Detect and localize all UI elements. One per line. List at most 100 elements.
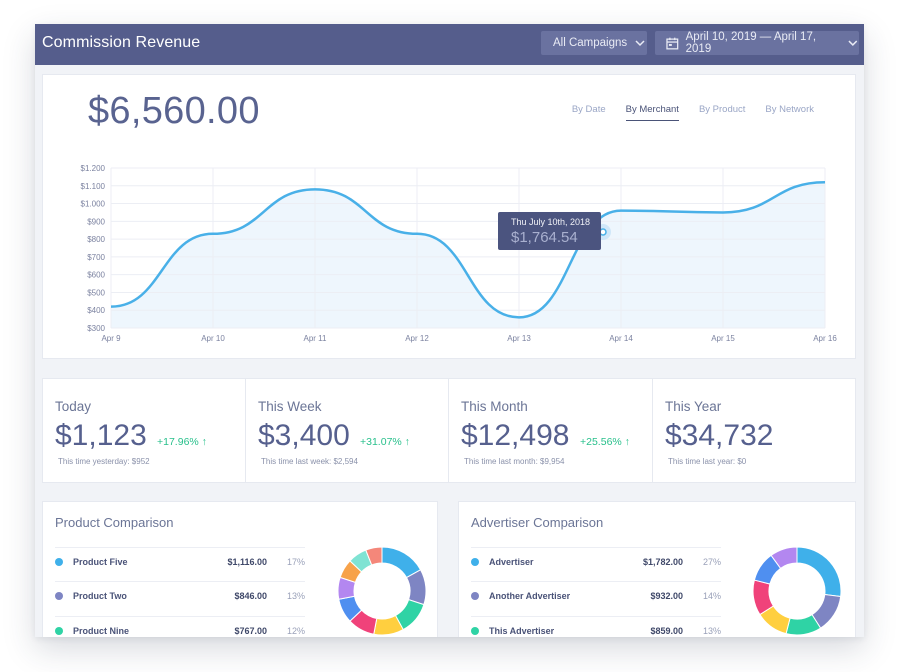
- tab-by-date[interactable]: By Date: [571, 104, 606, 115]
- item-amount: $1,782.00: [642, 557, 683, 567]
- stat-value: $3,400: [258, 419, 350, 452]
- stat-comparison: This time yesterday: $952: [58, 457, 150, 466]
- total-revenue: $6,560.00: [88, 90, 260, 132]
- stat-label: This Week: [258, 399, 322, 414]
- stat-label: Today: [55, 399, 92, 414]
- legend-dot: [471, 627, 479, 635]
- product-donut-chart: [337, 546, 427, 636]
- stat-this-month: This Month $12,498 +25.56% ↑ This time l…: [449, 379, 653, 482]
- stat-comparison: This time last month: $9,954: [464, 457, 565, 466]
- tab-by-product[interactable]: By Product: [698, 104, 746, 115]
- stat-label: This Month: [461, 399, 528, 414]
- stats-row: Today $1,123 +17.96% ↑ This time yesterd…: [42, 378, 856, 483]
- tooltip-date: Thu July 10th, 2018: [511, 217, 591, 227]
- item-name: Another Advertiser: [489, 591, 571, 601]
- advertiser-list: Advertiser $1,782.00 27% Another Adverti…: [471, 547, 721, 637]
- y-tick-label: $900: [87, 217, 105, 226]
- legend-dot: [55, 558, 63, 566]
- stat-label: This Year: [665, 399, 722, 414]
- y-tick-label: $700: [87, 253, 105, 262]
- x-tick-label: Apr 15: [711, 334, 735, 343]
- stat-change: +17.96% ↑: [157, 436, 207, 448]
- item-amount: $859.00: [650, 626, 683, 636]
- stat-change: +31.07% ↑: [360, 436, 410, 448]
- stat-comparison: This time last year: $0: [668, 457, 747, 466]
- item-percent: 14%: [702, 591, 721, 601]
- stat-value: $12,498: [461, 419, 570, 452]
- commission-revenue-app: Commission Revenue All Campaigns April 1…: [35, 24, 864, 637]
- x-tick-label: Apr 14: [609, 334, 633, 343]
- y-tick-label: $800: [87, 235, 105, 244]
- stat-value: $34,732: [665, 419, 774, 452]
- y-tick-label: $300: [87, 324, 105, 333]
- legend-dot: [471, 558, 479, 566]
- campaigns-dropdown-label: All Campaigns: [553, 37, 628, 49]
- item-amount: $1,116.00: [227, 557, 267, 567]
- item-name: Product Nine: [73, 626, 130, 636]
- item-name: Product Two: [73, 591, 127, 601]
- list-item[interactable]: Product Nine $767.00 12%: [55, 617, 305, 637]
- series-area: [111, 182, 825, 328]
- list-item[interactable]: Advertiser $1,782.00 27%: [471, 547, 721, 582]
- product-comparison-title: Product Comparison: [55, 515, 174, 530]
- tooltip-value: $1,764.54: [511, 229, 578, 246]
- revenue-chart-card: $6,560.00 By Date By Merchant By Product…: [42, 74, 856, 359]
- y-tick-label: $400: [87, 306, 105, 315]
- tab-by-network[interactable]: By Network: [765, 104, 814, 115]
- item-amount: $846.00: [234, 591, 267, 601]
- x-tick-label: Apr 11: [304, 334, 328, 343]
- stat-today: Today $1,123 +17.96% ↑ This time yesterd…: [43, 379, 246, 482]
- page-title: Commission Revenue: [42, 34, 201, 51]
- list-item[interactable]: Another Advertiser $932.00 14%: [471, 582, 721, 617]
- chevron-down-icon: [635, 40, 645, 47]
- stat-value: $1,123: [55, 419, 147, 452]
- x-tick-label: Apr 13: [507, 334, 531, 343]
- date-range-picker[interactable]: April 10, 2019 — April 17, 2019: [655, 31, 859, 55]
- legend-dot: [55, 592, 63, 600]
- item-amount: $932.00: [650, 591, 683, 601]
- stat-change: +25.56% ↑: [580, 436, 630, 448]
- campaigns-dropdown[interactable]: All Campaigns: [541, 31, 647, 55]
- stat-this-year: This Year $34,732 This time last year: $…: [653, 379, 855, 482]
- advertiser-comparison-title: Advertiser Comparison: [471, 515, 604, 530]
- x-tick-label: Apr 12: [405, 334, 429, 343]
- tab-by-merchant[interactable]: By Merchant: [625, 104, 679, 121]
- top-bar: Commission Revenue All Campaigns April 1…: [35, 24, 864, 65]
- product-list: Product Five $1,116.00 17% Product Two $…: [55, 547, 305, 637]
- chart-tooltip: Thu July 10th, 2018 $1,764.54: [498, 212, 601, 250]
- y-tick-label: $1.000: [81, 200, 106, 209]
- item-name: This Advertiser: [489, 626, 555, 636]
- product-comparison-card: Product Comparison Product Five $1,116.0…: [42, 501, 438, 637]
- item-percent: 12%: [286, 626, 305, 636]
- chevron-down-icon: [848, 40, 858, 46]
- chart-view-tabs: By Date By Merchant By Product By Networ…: [552, 104, 814, 121]
- item-amount: $767.00: [234, 626, 267, 636]
- y-tick-label: $600: [87, 271, 105, 280]
- donut-slice[interactable]: [796, 546, 842, 598]
- item-name: Product Five: [73, 557, 128, 567]
- advertiser-comparison-card: Advertiser Comparison Advertiser $1,782.…: [458, 501, 856, 637]
- item-percent: 13%: [286, 591, 305, 601]
- x-tick-label: Apr 10: [201, 334, 225, 343]
- list-item[interactable]: Product Two $846.00 13%: [55, 582, 305, 617]
- stat-this-week: This Week $3,400 +31.07% ↑ This time las…: [246, 379, 449, 482]
- x-tick-label: Apr 16: [813, 334, 837, 343]
- y-tick-label: $1.100: [81, 182, 106, 191]
- list-item[interactable]: Product Five $1,116.00 17%: [55, 547, 305, 582]
- y-tick-label: $500: [87, 288, 105, 297]
- legend-dot: [55, 627, 63, 635]
- legend-dot: [471, 592, 479, 600]
- donut-slice[interactable]: [770, 546, 798, 570]
- series-line: [110, 180, 826, 319]
- item-percent: 13%: [702, 626, 721, 636]
- date-range-label: April 10, 2019 — April 17, 2019: [685, 31, 817, 55]
- item-percent: 17%: [286, 557, 305, 567]
- advertiser-donut-chart: [752, 546, 842, 636]
- donut-slice[interactable]: [365, 546, 383, 566]
- calendar-icon: [666, 37, 679, 49]
- revenue-line-chart: $1.200 $1.100 $1.000 $900 $800 $700 $600 $500 $4…: [81, 164, 838, 343]
- x-tick-label: Apr 9: [101, 334, 121, 343]
- item-percent: 27%: [702, 557, 721, 567]
- stat-comparison: This time last week: $2,594: [261, 457, 358, 466]
- list-item[interactable]: This Advertiser $859.00 13%: [471, 617, 721, 637]
